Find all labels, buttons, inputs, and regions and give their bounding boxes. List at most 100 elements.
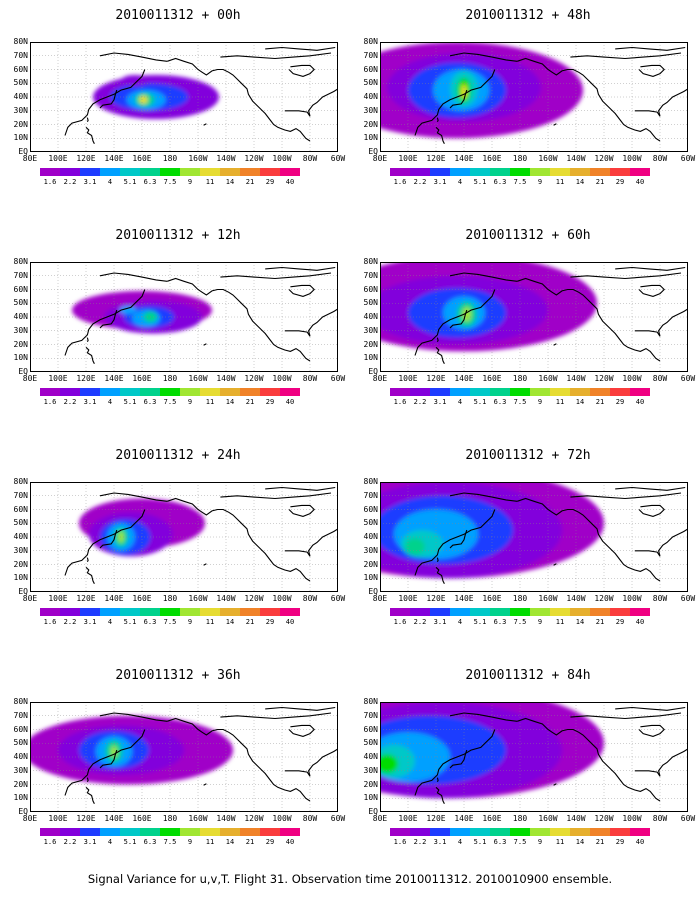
colorbar-swatch: [570, 828, 590, 836]
colorbar-swatch: [430, 608, 450, 616]
lon-tick-label: 120E: [76, 374, 96, 383]
colorbar-swatch: [180, 828, 200, 836]
colorbar-swatch: [530, 828, 550, 836]
lon-tick-label: 80W: [652, 594, 668, 603]
figure-caption: Signal Variance for u,v,T. Flight 31. Ob…: [87, 872, 613, 886]
lon-tick-label: 60W: [330, 374, 346, 383]
colorbar-swatch: [610, 608, 630, 616]
coastline: [634, 88, 688, 117]
lon-tick-label: 80E: [22, 374, 38, 383]
map-frame: [380, 482, 688, 592]
colorbar: [40, 828, 300, 836]
colorbar-label: 2.2: [413, 838, 427, 846]
lon-tick-label: 140W: [566, 594, 586, 603]
lat-tick-label: 40N: [363, 92, 378, 101]
colorbar-label: 29: [265, 178, 275, 186]
colorbar-label: 2.2: [63, 618, 77, 626]
lon-tick-label: 160E: [482, 374, 502, 383]
colorbar-label: 21: [245, 398, 255, 406]
lat-tick-label: 60N: [363, 64, 378, 74]
forecast-panel: 2010011312 + 00h 80N 70N 60N 50N 40N 30N 20N 10N…: [8, 8, 348, 223]
lat-tick-label: 80N: [13, 697, 28, 706]
colorbar-swatch: [240, 828, 260, 836]
coastline: [517, 717, 661, 802]
coastline: [288, 64, 315, 77]
lon-tick-label: 180: [162, 154, 178, 163]
coastline: [265, 486, 336, 491]
lon-tick-label: 80E: [372, 374, 388, 383]
lon-tick-label: 80E: [372, 594, 388, 603]
coastline: [553, 783, 557, 786]
coastline: [203, 563, 207, 566]
colorbar-label: 6.3: [143, 178, 157, 186]
colorbar-label: 5.1: [473, 178, 487, 186]
coastline: [615, 46, 686, 51]
lon-tick-label: 180: [512, 814, 528, 823]
lon-tick-label: 160W: [538, 374, 558, 383]
colorbar-label: 29: [265, 398, 275, 406]
variance-contour: [405, 538, 425, 555]
lat-tick-label: 20N: [13, 779, 28, 789]
colorbar-label: 6.3: [143, 398, 157, 406]
colorbar-swatch: [430, 168, 450, 176]
colorbar-label: 6.3: [493, 178, 507, 186]
coastline: [167, 57, 311, 142]
colorbar: [390, 608, 650, 616]
colorbar-swatch: [40, 388, 60, 396]
coastline: [99, 492, 168, 502]
colorbar-swatch: [510, 168, 530, 176]
lon-tick-label: 120W: [594, 594, 614, 603]
coastline: [265, 706, 336, 711]
lat-tick-label: 10N: [13, 353, 28, 363]
lat-tick-label: 20N: [363, 559, 378, 569]
colorbar-swatch: [470, 388, 490, 396]
lat-tick-label: 80N: [13, 257, 28, 266]
coastline: [449, 89, 468, 109]
colorbar-swatch: [100, 608, 120, 616]
lon-tick-label: 120E: [76, 154, 96, 163]
colorbar-label: 40: [285, 618, 295, 626]
colorbar-label: 5.1: [123, 838, 137, 846]
colorbar-swatch: [550, 388, 570, 396]
colorbar-swatch: [570, 608, 590, 616]
panel-title: 2010011312 + 36h: [115, 668, 241, 683]
colorbar-label: 21: [245, 618, 255, 626]
colorbar-swatch: [200, 168, 220, 176]
lon-tick-label: 120W: [594, 154, 614, 163]
colorbar-label: 5.1: [123, 618, 137, 626]
lat-tick-label: 10N: [363, 573, 378, 583]
colorbar-swatch: [530, 168, 550, 176]
coastline: [85, 566, 95, 585]
lon-tick-label: 160W: [188, 374, 208, 383]
coastline: [203, 783, 207, 786]
lon-tick-label: 80E: [22, 154, 38, 163]
lon-tick-label: 100W: [622, 814, 642, 823]
lat-tick-label: EQ: [368, 587, 378, 596]
colorbar-swatch: [80, 828, 100, 836]
coastline: [99, 749, 118, 769]
coastline: [517, 277, 661, 362]
lon-tick-label: 160W: [188, 594, 208, 603]
colorbar-swatch: [570, 168, 590, 176]
colorbar-swatch: [120, 168, 140, 176]
colorbar-swatch: [260, 168, 280, 176]
map-frame: [30, 702, 338, 812]
map-plot: [380, 42, 688, 152]
colorbar-label: 7.5: [513, 178, 527, 186]
coastline: [86, 557, 89, 563]
colorbar: [40, 608, 300, 616]
lon-tick-label: 180: [162, 374, 178, 383]
colorbar-label: 6.3: [493, 398, 507, 406]
coastline: [220, 272, 332, 280]
colorbar-label: 3.1: [83, 618, 97, 626]
colorbar-label: 7.5: [513, 838, 527, 846]
coastline: [99, 89, 118, 109]
map-plot: [30, 482, 338, 592]
colorbar-swatch: [100, 828, 120, 836]
coastline: [414, 289, 496, 356]
lat-tick-label: EQ: [18, 367, 28, 376]
lon-tick-label: 60W: [680, 154, 696, 163]
forecast-panel: 2010011312 + 60h 80N 70N 60N 50N 40N 30N 20N 10N…: [358, 228, 698, 443]
coastline: [634, 748, 688, 777]
lon-tick-label: 60W: [330, 594, 346, 603]
